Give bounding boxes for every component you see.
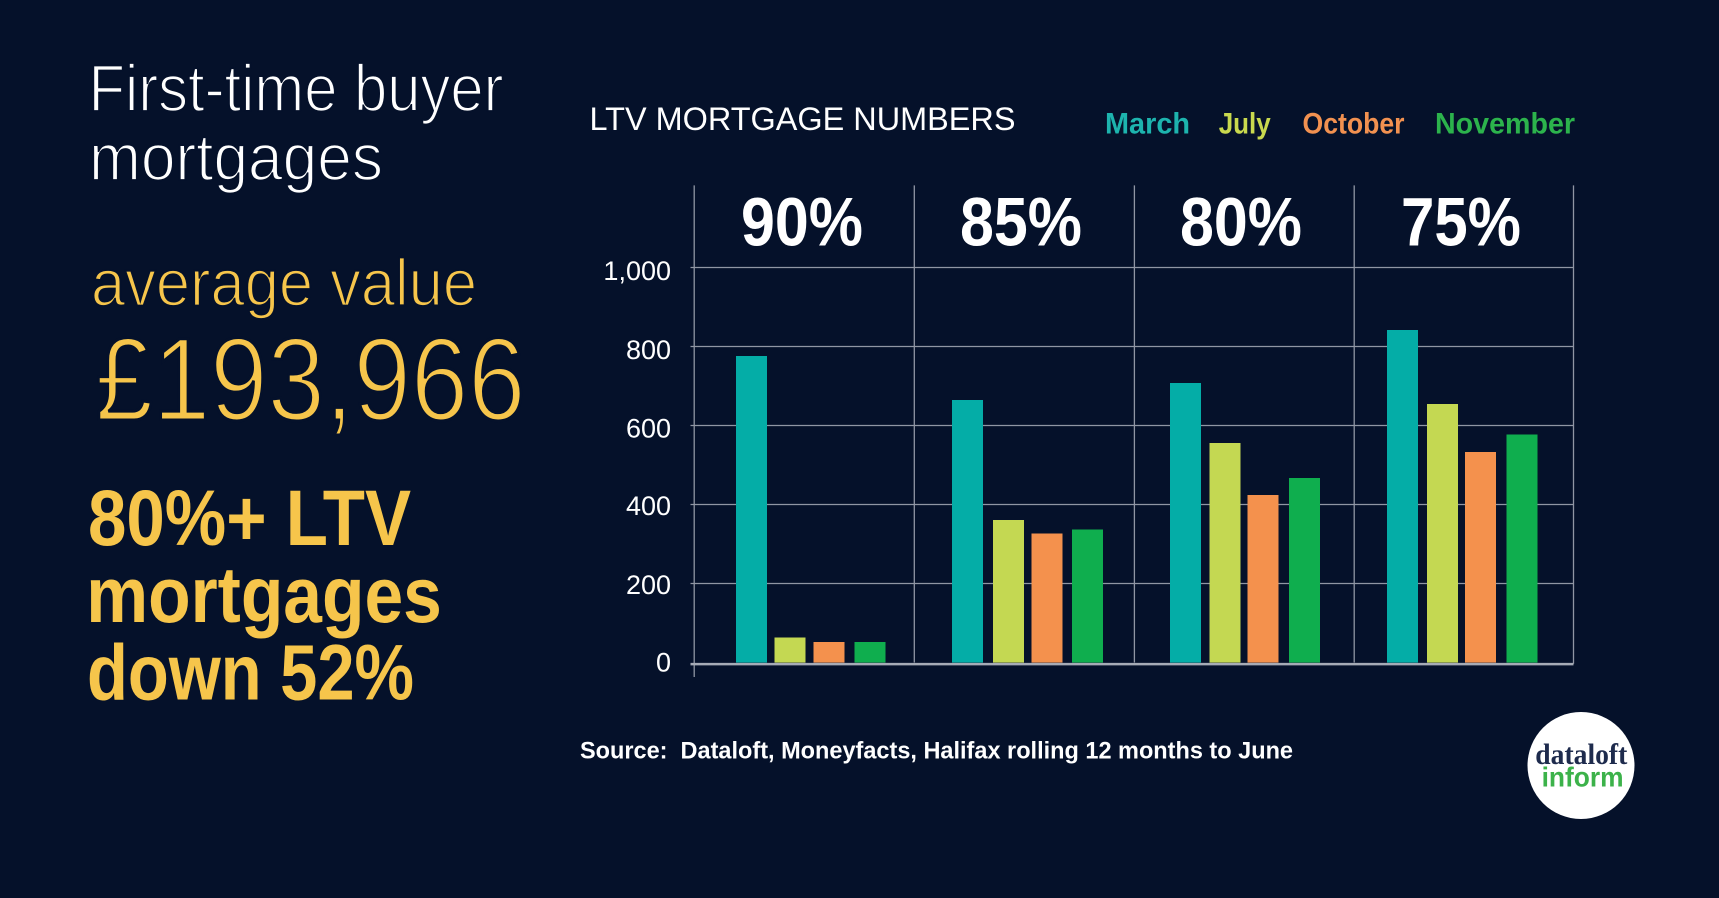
svg-text:200: 200 xyxy=(626,570,671,600)
svg-text:July: July xyxy=(1219,108,1271,141)
svg-text:down 52%: down 52% xyxy=(87,627,414,716)
svg-text:October: October xyxy=(1303,108,1405,141)
svg-text:mortgages: mortgages xyxy=(86,550,442,639)
svg-text:75%: 75% xyxy=(1401,184,1521,261)
svg-text:Source: Dataloft, Moneyfacts,: Source: Dataloft, Moneyfacts, Halifax ro… xyxy=(580,738,1293,765)
svg-text:400: 400 xyxy=(626,491,671,521)
svg-text:average value: average value xyxy=(91,246,477,320)
svg-text:90%: 90% xyxy=(741,184,863,261)
svg-text:£193,966: £193,966 xyxy=(96,314,526,446)
svg-text:March: March xyxy=(1105,108,1190,141)
svg-text:LTV MORTGAGE NUMBERS: LTV MORTGAGE NUMBERS xyxy=(590,101,1016,137)
svg-text:600: 600 xyxy=(626,414,671,444)
svg-text:800: 800 xyxy=(626,335,671,365)
svg-text:0: 0 xyxy=(656,648,671,678)
svg-text:85%: 85% xyxy=(960,184,1082,261)
svg-text:inform: inform xyxy=(1542,762,1624,793)
svg-text:November: November xyxy=(1435,108,1575,141)
svg-text:dataloft: dataloft xyxy=(1535,738,1627,771)
svg-text:80%+ LTV: 80%+ LTV xyxy=(88,473,411,562)
svg-text:1,000: 1,000 xyxy=(603,256,671,286)
svg-text:mortgages: mortgages xyxy=(89,120,383,194)
svg-text:80%: 80% xyxy=(1180,184,1302,261)
svg-text:First-time buyer: First-time buyer xyxy=(89,51,504,125)
